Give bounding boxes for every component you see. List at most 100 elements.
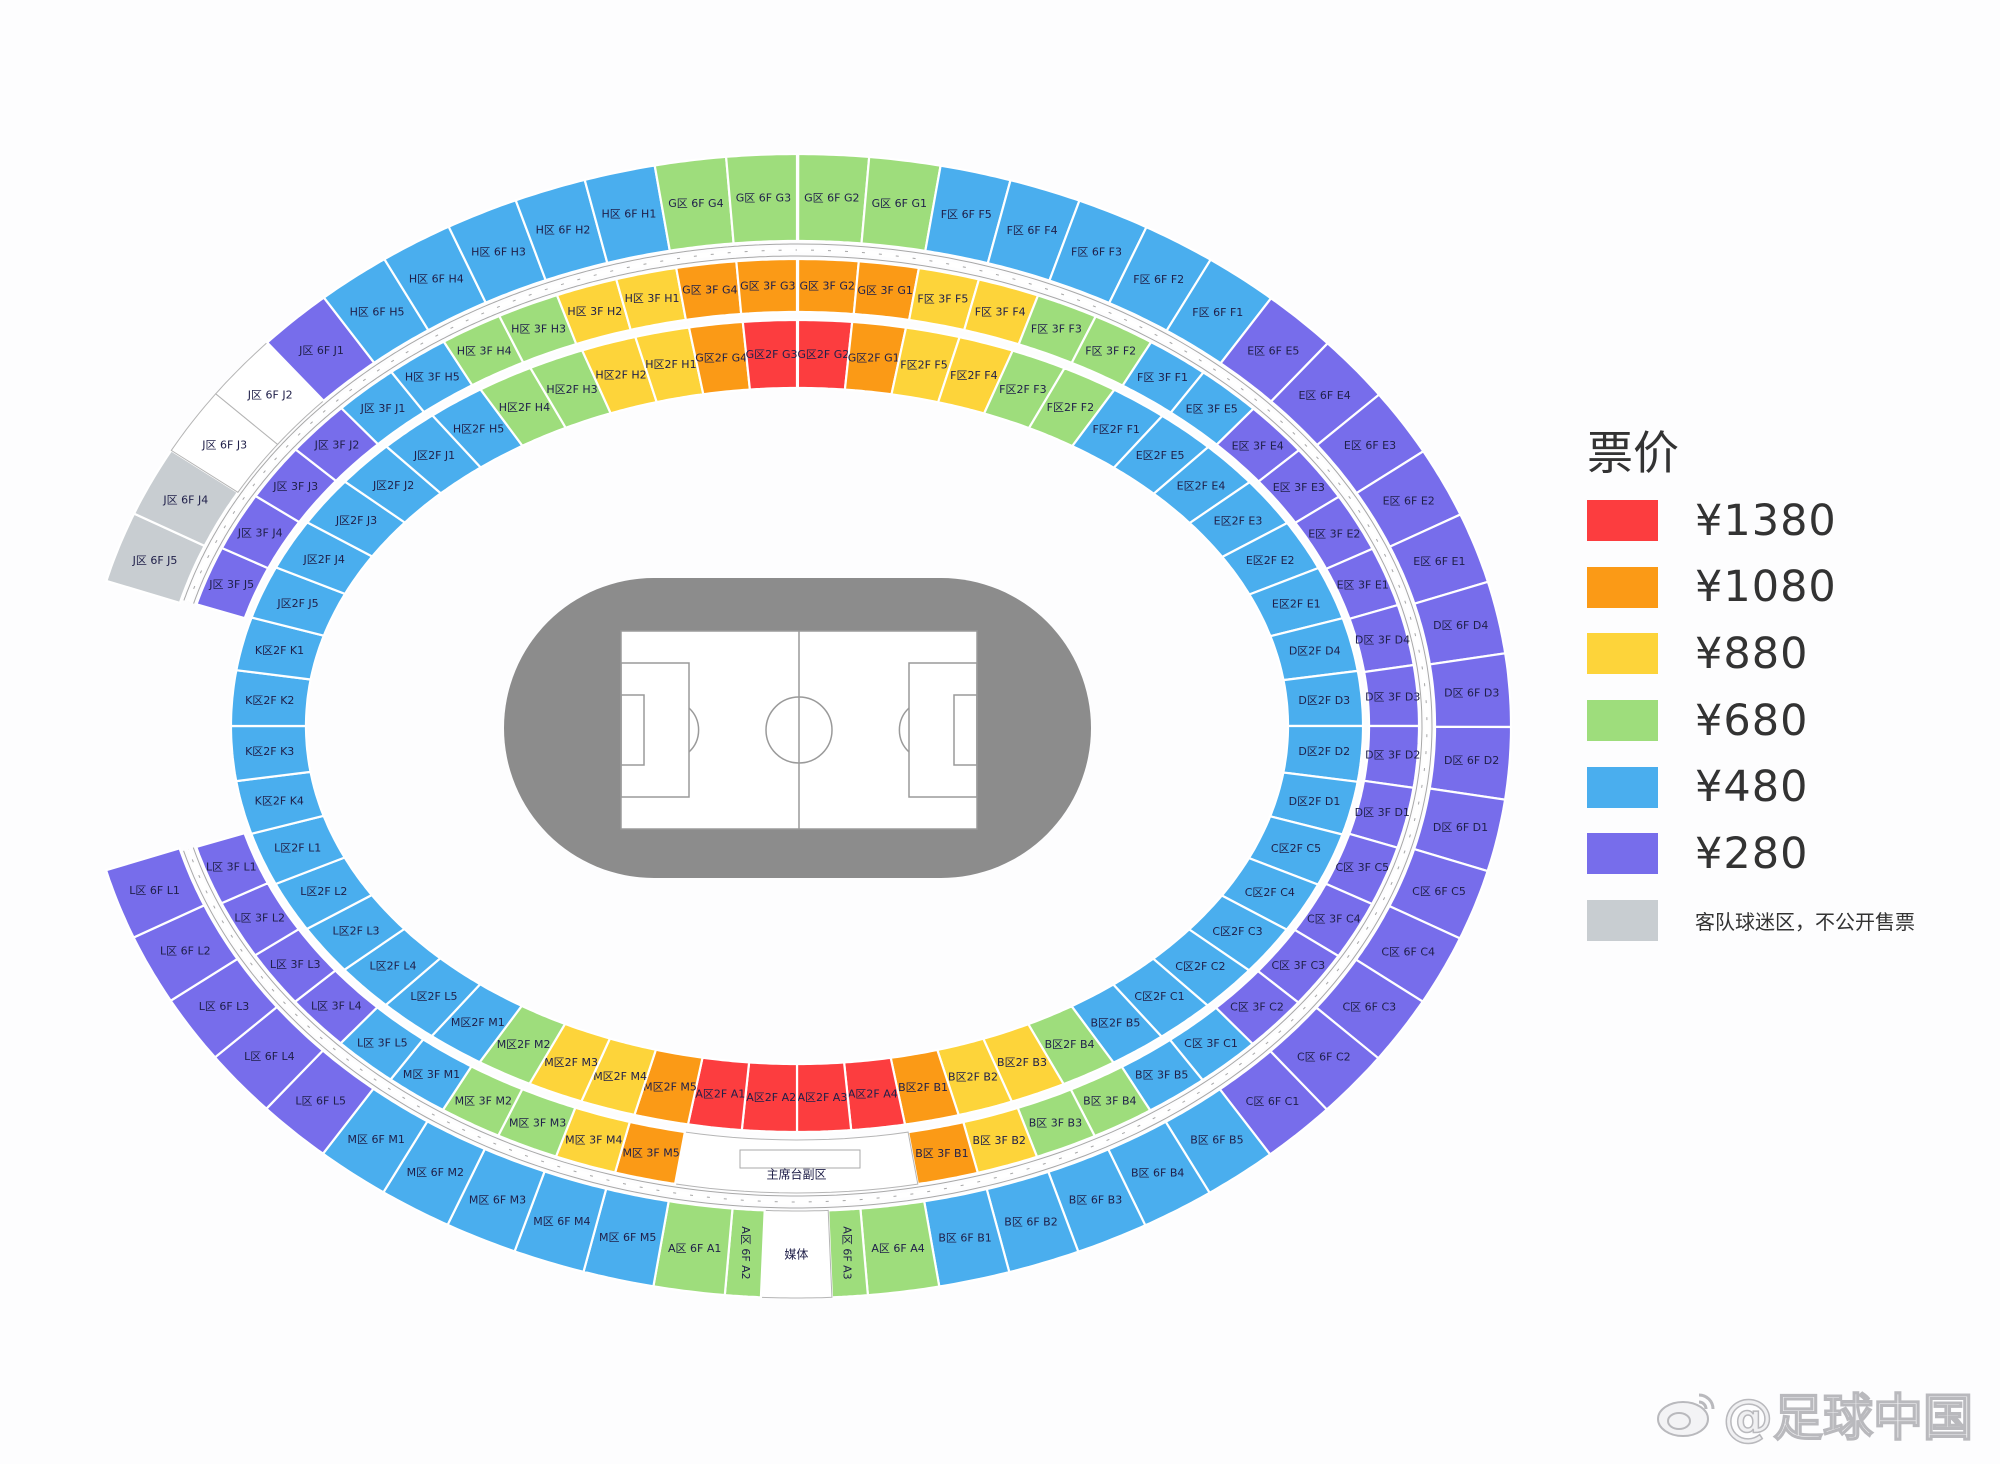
seat-section-label: A区2F A4 [848,1088,898,1101]
seat-section-label: F区 3F F3 [1031,323,1082,336]
seat-section[interactable]: D区 6F D1 [1412,787,1507,873]
seat-section[interactable]: D区2F D3 [1282,669,1365,728]
seat-section-shape[interactable] [104,846,206,939]
seat-section[interactable]: E区 3F E1 [1324,547,1400,621]
seat-section[interactable]: L区 6F L1 [104,846,206,939]
seat-section[interactable]: G区 6F G2 [796,152,871,245]
seat-section[interactable]: M区 6F M3 [446,1147,547,1253]
seat-section[interactable]: C区 6F C5 [1387,847,1489,940]
seat-section[interactable]: C区2F C4 [1220,856,1320,931]
seat-section-label: E区 6F E5 [1247,345,1299,358]
legend-item: ¥880 [1587,629,1915,679]
watermark-text: @足球中国 [1722,1388,1974,1448]
seat-section[interactable]: F区 3F F2 [1070,314,1153,388]
seat-section[interactable]: D区2F D2 [1281,724,1365,784]
seat-section[interactable]: H区 6F H2 [514,178,609,282]
seat-section[interactable]: M区2F M4 [579,1037,658,1117]
seat-section-label: E区 6F E3 [1344,439,1396,452]
seat-section[interactable]: F区 3F F3 [1017,294,1098,365]
seat-section[interactable]: G区 3F G2 [796,257,861,316]
seat-section-label: M区2F M4 [593,1070,647,1083]
seat-section-label: B区 3F B1 [915,1147,968,1160]
seat-section[interactable]: A区2F A3 [795,1061,853,1134]
seat-section[interactable]: E区 6F E2 [1355,449,1462,549]
seat-section-label: L区 6F L4 [244,1050,295,1063]
seat-section[interactable]: 媒体 [760,1209,833,1299]
seat-section-shape[interactable] [724,152,799,245]
seat-section-label: G区 6F G4 [668,197,723,210]
seat-section[interactable]: H区2F H2 [580,335,659,415]
seat-section-label: G区 6F G1 [872,197,927,210]
seat-section[interactable]: B区 3F B1 [906,1120,980,1186]
seat-section[interactable]: G区 3F G3 [735,257,799,316]
seat-section[interactable]: A区 6F A3 [827,1207,870,1299]
seat-section[interactable]: D区 3F D2 [1362,724,1420,790]
seat-section[interactable]: K区2F K4 [234,770,326,836]
seat-section[interactable]: J区 6F J2 [214,341,325,446]
seat-section[interactable]: M区 3F M2 [441,1064,524,1138]
seat-section-label: J区2F J1 [413,449,455,462]
seat-section-shape[interactable] [735,257,799,316]
seat-section[interactable]: H区2F H4 [478,366,568,448]
seat-section-label: F区 3F F4 [975,305,1026,318]
seat-section[interactable]: M区 6F M1 [321,1087,429,1194]
seat-section[interactable]: G区 3F G4 [674,260,743,322]
seat-section-label: F区 3F F5 [917,292,968,305]
seat-section[interactable]: M区 3F M5 [613,1120,687,1186]
seat-section[interactable]: H区 3F H3 [497,293,578,364]
seat-section[interactable]: C区 3F C3 [1256,928,1341,1004]
seat-section[interactable]: B区2F B1 [889,1048,961,1126]
seat-section[interactable]: M区 6F M5 [582,1187,670,1288]
seat-section-shape[interactable] [741,318,799,391]
seat-section[interactable]: G区 6F G4 [653,155,735,252]
seat-section[interactable]: B区 6F B1 [922,1187,1011,1288]
seat-section[interactable]: M区 6F M2 [381,1119,487,1227]
seat-section[interactable]: J区 6F J5 [105,512,207,605]
seat-section[interactable]: L区 6F L2 [132,903,239,1003]
seat-section[interactable]: A区 6F A4 [859,1200,941,1297]
seat-section[interactable]: L区2F L3 [305,893,407,972]
seat-section[interactable]: A区2F A2 [740,1061,799,1134]
seat-section-label: H区2F H2 [595,369,646,382]
seat-section[interactable]: H区 3F H1 [614,266,688,332]
seat-section[interactable]: E区2F E5 [1112,414,1210,496]
seat-section-shape[interactable] [194,831,270,905]
seat-section[interactable]: K区2F K1 [235,616,326,681]
seat-section[interactable]: F区 3F F5 [907,266,981,332]
seat-section[interactable]: K区2F K3 [229,724,312,783]
legend-label: ¥280 [1695,828,1809,879]
seat-section[interactable]: 主席台副区 [674,1131,919,1194]
seat-section-label: H区 3F H4 [457,344,512,357]
seat-section[interactable]: G区 3F G1 [852,260,921,322]
seat-section[interactable]: L区 3F L1 [194,831,270,905]
seat-section[interactable]: H区 6F H1 [583,164,672,265]
seat-section[interactable]: E区2F E1 [1247,566,1345,638]
seat-section-label: B区 6F B4 [1131,1167,1184,1180]
seat-section[interactable]: F区 3F F1 [1121,340,1206,415]
seat-section[interactable]: D区2F D4 [1268,616,1360,682]
seat-section[interactable]: K区2F K2 [229,668,313,728]
seat-section-label: K区2F K3 [245,745,294,758]
seat-section[interactable]: F区2F F4 [936,335,1015,415]
seat-section[interactable]: B区 6F B3 [1046,1147,1147,1254]
seat-section-label: D区 6F D4 [1433,619,1488,632]
seat-section-label: C区 3F C2 [1230,1000,1284,1013]
seat-section[interactable]: G区 6F G3 [724,152,799,245]
seat-section[interactable]: M区2F M2 [478,1004,567,1086]
seat-section[interactable]: D区 6F D2 [1428,725,1513,801]
seat-section[interactable]: G区2F G2 [796,318,854,391]
seat-section[interactable]: D区 6F D3 [1428,652,1513,729]
seat-section[interactable]: D区 3F D3 [1362,663,1420,728]
seat-section-label: H区2F H1 [645,358,696,371]
seat-section-label: G区 3F G3 [740,280,795,293]
seat-section[interactable]: M区 3F M4 [554,1106,632,1174]
seat-section[interactable]: J区 6F J1 [265,296,376,403]
seat-section[interactable]: F区2F F5 [890,326,962,404]
seat-section-label: M区 6F M1 [348,1133,405,1146]
seat-section-label: C区 3F C5 [1335,861,1389,874]
seat-section[interactable]: B区 3F B5 [1120,1038,1205,1112]
seat-section[interactable]: G区2F G3 [741,318,799,391]
seat-section-label: C区 3F C1 [1184,1037,1238,1050]
seat-section[interactable]: G区2F G1 [843,320,908,396]
seat-section[interactable]: A区2F A4 [842,1056,907,1132]
